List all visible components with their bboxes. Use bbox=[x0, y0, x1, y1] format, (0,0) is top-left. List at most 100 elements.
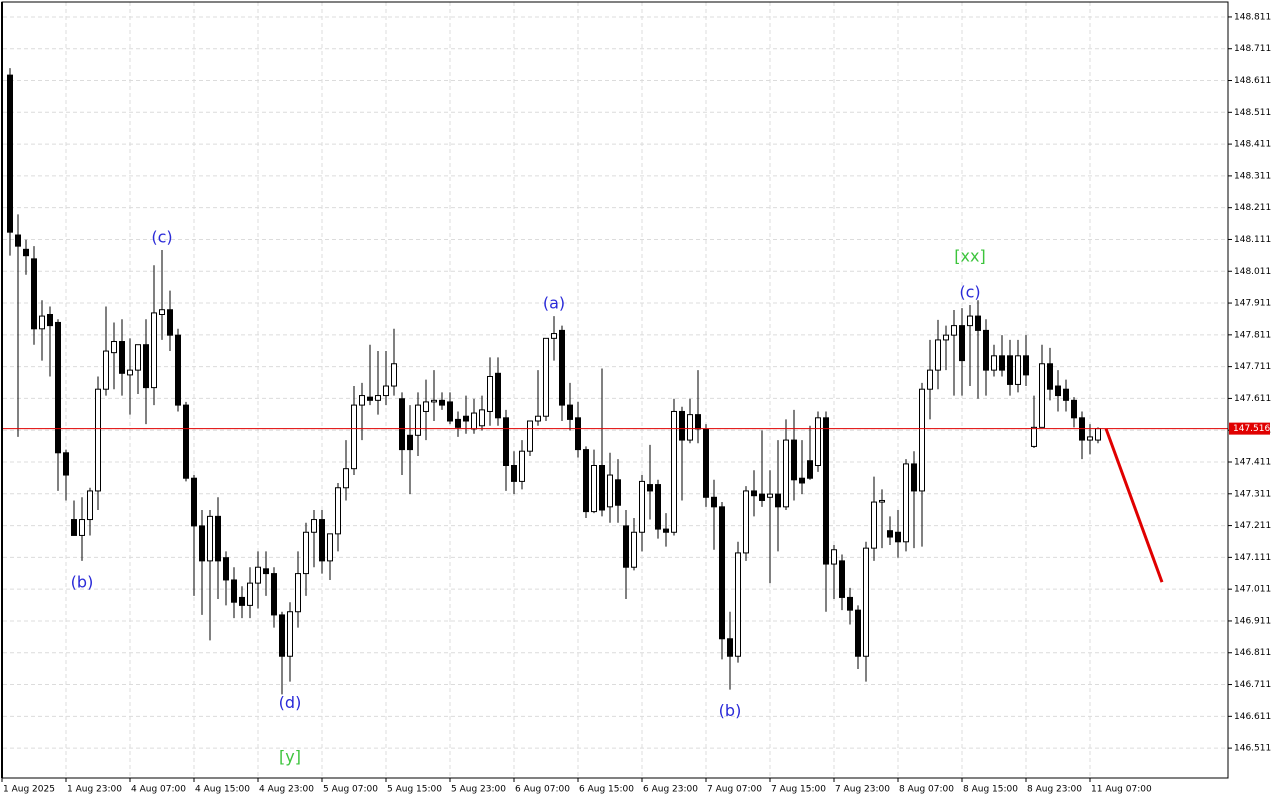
x-tick-label: 5 Aug 15:00 bbox=[387, 785, 442, 795]
y-tick-label: 148.311 bbox=[1234, 171, 1271, 181]
candle-body-down bbox=[319, 519, 325, 562]
candle-body-down bbox=[999, 355, 1005, 371]
candle-body-down bbox=[711, 496, 717, 508]
candle-body-up bbox=[95, 388, 101, 492]
candle-body-up bbox=[207, 515, 213, 562]
candle-body-up bbox=[159, 309, 165, 315]
candle-body-down bbox=[1023, 355, 1029, 376]
candle-body-down bbox=[367, 396, 373, 401]
candle-body-up bbox=[967, 315, 973, 327]
candle-body-down bbox=[175, 334, 181, 406]
x-tick-label: 7 Aug 07:00 bbox=[707, 785, 762, 795]
x-tick-label: 1 Aug 23:00 bbox=[67, 785, 122, 795]
candle-body-up bbox=[1087, 436, 1093, 441]
candle-body-down bbox=[71, 519, 77, 536]
candle-body-up bbox=[535, 415, 541, 422]
candle-body-down bbox=[191, 477, 197, 527]
candle-body-up bbox=[991, 355, 997, 371]
wave-label: [y] bbox=[279, 747, 301, 766]
candle-body-up bbox=[351, 404, 357, 470]
candle-body-up bbox=[311, 519, 317, 533]
x-tick-label: 8 Aug 07:00 bbox=[899, 785, 954, 795]
y-tick-label: 148.511 bbox=[1234, 108, 1271, 118]
candle-body-down bbox=[31, 258, 37, 330]
candle-body-up bbox=[935, 339, 941, 371]
y-tick-label: 146.711 bbox=[1234, 680, 1271, 690]
candle-body-down bbox=[511, 465, 517, 482]
candle-body-up bbox=[543, 337, 549, 417]
y-tick-label: 147.111 bbox=[1234, 553, 1271, 563]
candle-body-down bbox=[855, 609, 861, 657]
x-tick-label: 11 Aug 07:00 bbox=[1091, 785, 1152, 795]
candle-body-down bbox=[239, 596, 245, 606]
candle-body-down bbox=[223, 557, 229, 581]
candle-body-down bbox=[791, 439, 797, 481]
candle-body-up bbox=[391, 363, 397, 387]
candle-body-down bbox=[263, 568, 269, 575]
wave-label: (b) bbox=[71, 572, 94, 591]
candle-body-up bbox=[359, 395, 365, 406]
candle-body-up bbox=[743, 490, 749, 554]
y-tick-label: 146.511 bbox=[1234, 744, 1271, 754]
candle-body-down bbox=[495, 372, 501, 419]
x-tick-label: 5 Aug 23:00 bbox=[451, 785, 506, 795]
candle-body-down bbox=[47, 313, 53, 327]
candle-body-up bbox=[471, 412, 477, 430]
x-tick-label: 1 Aug 2025 bbox=[3, 785, 55, 795]
y-tick-label: 147.811 bbox=[1234, 330, 1271, 340]
candle-body-down bbox=[615, 479, 621, 506]
candle-body-down bbox=[407, 434, 413, 451]
y-tick-label: 147.411 bbox=[1234, 458, 1271, 468]
x-tick-label: 8 Aug 15:00 bbox=[963, 785, 1018, 795]
candle-body-up bbox=[631, 531, 637, 568]
candle-body-down bbox=[23, 248, 29, 257]
y-tick-label: 148.211 bbox=[1234, 203, 1271, 213]
y-tick-label: 146.811 bbox=[1234, 648, 1271, 658]
y-tick-label: 148.611 bbox=[1234, 76, 1271, 86]
candle-body-up bbox=[831, 549, 837, 565]
candle-body-up bbox=[151, 312, 157, 389]
candle-body-down bbox=[975, 315, 981, 331]
candle-body-up bbox=[487, 375, 493, 412]
candle-body-up bbox=[1031, 426, 1037, 447]
y-tick-label: 147.611 bbox=[1234, 394, 1271, 404]
candle-body-down bbox=[63, 452, 69, 476]
candle-body-down bbox=[799, 477, 805, 484]
candle-body-up bbox=[951, 325, 957, 336]
y-tick-label: 147.711 bbox=[1234, 362, 1271, 372]
y-tick-label: 146.611 bbox=[1234, 712, 1271, 722]
candle-body-up bbox=[767, 493, 773, 498]
candle-body-down bbox=[807, 460, 813, 479]
candle-body-down bbox=[895, 531, 901, 543]
candle-body-up bbox=[871, 501, 877, 549]
candle-body-down bbox=[583, 449, 589, 513]
candle-body-up bbox=[783, 439, 789, 508]
candle-body-down bbox=[887, 530, 893, 538]
current-price-label: 147.516 bbox=[1233, 424, 1270, 434]
candle-body-down bbox=[503, 417, 509, 467]
wave-label: (a) bbox=[543, 294, 565, 313]
candle-body-up bbox=[919, 388, 925, 492]
candle-body-up bbox=[519, 450, 525, 482]
candle-body-up bbox=[479, 409, 485, 427]
candle-body-up bbox=[1015, 355, 1021, 385]
forecast-line bbox=[1104, 428, 1164, 583]
candle-body-down bbox=[559, 329, 565, 406]
labels: 146.511 146.611 146.711 146.811 146.911 147.0… bbox=[1, 12, 1271, 795]
candle-body-down bbox=[1055, 385, 1061, 397]
x-tick-label: 4 Aug 15:00 bbox=[195, 785, 250, 795]
candle-body-down bbox=[439, 399, 445, 406]
candle-body-up bbox=[591, 465, 597, 513]
candle-body-down bbox=[759, 493, 765, 501]
candle-body-up bbox=[639, 480, 645, 533]
candle-body-down bbox=[55, 321, 61, 454]
candle-body-up bbox=[687, 414, 693, 441]
candle-body-down bbox=[7, 74, 13, 233]
candle-body-down bbox=[655, 484, 661, 530]
candle-body-up bbox=[343, 468, 349, 489]
candle-body-down bbox=[1063, 388, 1069, 401]
candle-body-up bbox=[87, 490, 93, 521]
y-tick-label: 147.211 bbox=[1234, 521, 1271, 531]
candle-body-up bbox=[671, 410, 677, 533]
